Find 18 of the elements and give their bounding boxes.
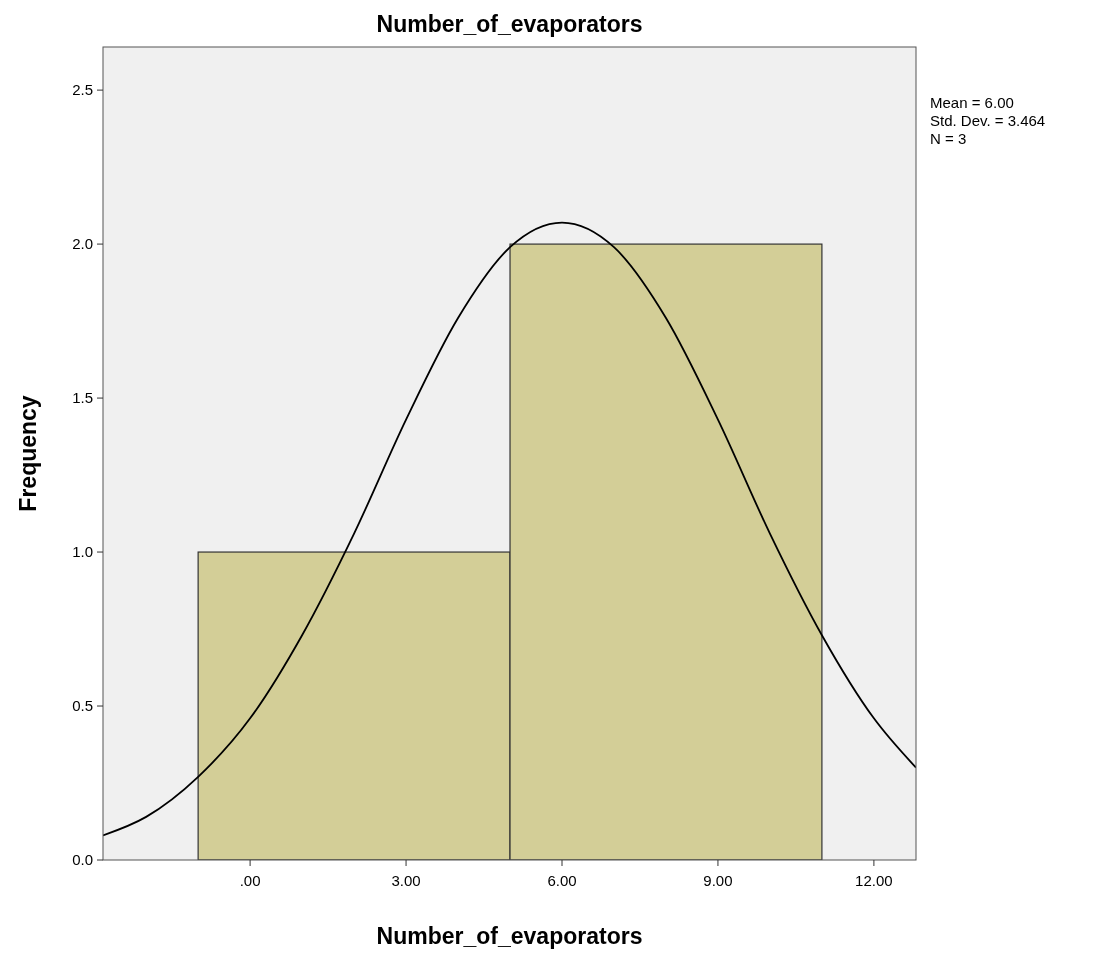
x-tick-label: .00 <box>239 872 261 889</box>
x-tick-label: 3.00 <box>391 872 421 889</box>
y-tick-label: 1.5 <box>72 389 93 407</box>
text: N = 3 <box>930 130 967 147</box>
x-tick-label: 6.00 <box>547 872 577 889</box>
y-tick-label: 2.0 <box>72 235 93 253</box>
y-axis-title: Frequency <box>15 395 41 512</box>
y-tick-label: 0.0 <box>72 851 93 868</box>
text: Mean = 6.00 <box>930 94 1014 111</box>
line-series <box>103 221 916 837</box>
y-tick-label: 0.5 <box>72 697 93 715</box>
chart-title: Number_of_evaporators <box>376 11 643 37</box>
text: Std. Dev. = 3.464 <box>930 112 1046 129</box>
x-axis-title: Number_of_evaporators <box>376 923 643 949</box>
y-tick-label: 1.0 <box>72 543 93 561</box>
y-tick-label: 2.5 <box>72 81 93 99</box>
x-tick-label: 9.00 <box>703 872 733 889</box>
x-tick-label: 12.00 <box>855 872 893 889</box>
